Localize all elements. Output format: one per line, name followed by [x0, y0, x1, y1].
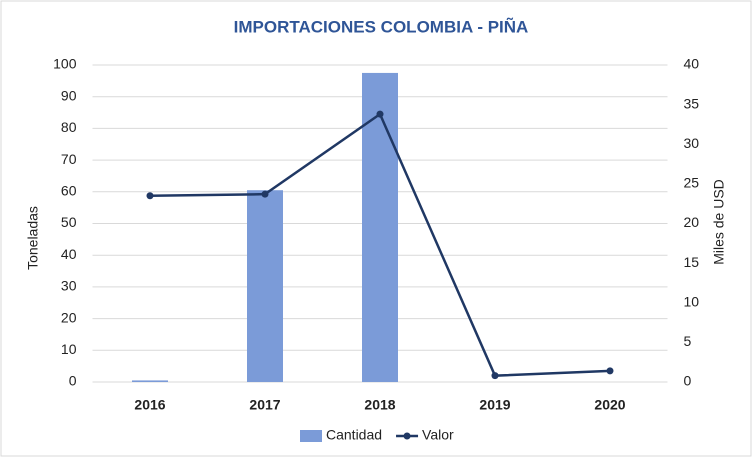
y2-tick-label: 30 — [684, 135, 700, 151]
x-tick-label: 2019 — [479, 397, 510, 413]
y2-tick-label: 15 — [684, 254, 700, 270]
bar — [247, 190, 283, 382]
y-axis-label: Toneladas — [25, 206, 41, 270]
y-tick-label: 90 — [61, 87, 77, 103]
legend-marker — [403, 432, 411, 440]
y-tick-label: 30 — [61, 278, 77, 294]
x-tick-label: 2017 — [249, 397, 280, 413]
y2-tick-label: 10 — [684, 293, 700, 309]
chart-title: IMPORTACIONES COLOMBIA - PIÑA — [234, 16, 529, 36]
y-tick-label: 40 — [61, 246, 77, 262]
legend-swatch — [300, 430, 322, 442]
y2-tick-label: 0 — [684, 373, 692, 389]
x-tick-label: 2016 — [134, 397, 165, 413]
line-marker — [376, 110, 384, 118]
line-marker — [491, 372, 499, 380]
x-tick-label: 2018 — [364, 397, 395, 413]
line-marker — [261, 190, 269, 198]
y-tick-label: 0 — [69, 373, 77, 389]
y2-tick-label: 25 — [684, 175, 700, 191]
bar — [362, 72, 398, 383]
legend-label: Valor — [422, 427, 454, 443]
y-tick-label: 80 — [61, 119, 77, 135]
y-tick-label: 50 — [61, 214, 77, 230]
y2-axis-label: Miles de USD — [711, 179, 727, 265]
y2-tick-label: 5 — [684, 333, 692, 349]
y2-tick-label: 40 — [684, 56, 700, 72]
x-tick-label: 2020 — [594, 397, 625, 413]
legend-label: Cantidad — [326, 427, 382, 443]
y-tick-label: 20 — [61, 309, 77, 325]
y-tick-label: 100 — [53, 56, 77, 72]
y2-tick-label: 35 — [684, 95, 700, 111]
line-marker — [606, 367, 614, 375]
y-tick-label: 10 — [61, 341, 77, 357]
y2-tick-label: 20 — [684, 214, 700, 230]
line-marker — [146, 192, 154, 200]
bar — [132, 380, 168, 382]
y-tick-label: 60 — [61, 183, 77, 199]
y-tick-label: 70 — [61, 151, 77, 167]
